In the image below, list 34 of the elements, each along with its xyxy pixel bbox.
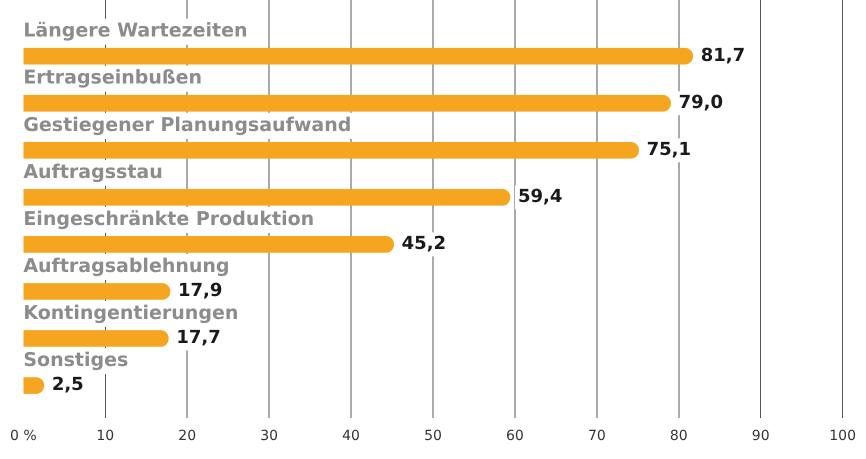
bar (24, 236, 394, 253)
data-label: 75,1 (646, 138, 692, 160)
data-label: 59,4 (518, 186, 562, 208)
x-tick-label: 100 (829, 428, 856, 444)
data-label: 79,0 (678, 92, 724, 113)
x-tick-label: 50 (424, 428, 442, 444)
bar (24, 330, 169, 347)
x-tick-label: 10 (96, 428, 114, 444)
data-label: 81,7 (700, 44, 746, 66)
data-label: 2,5 (52, 374, 84, 396)
y-tick-label: Ertragseinbußen (23, 66, 202, 89)
y-tick-label: Kontingentierungen (23, 302, 238, 324)
x-tick-label: 30 (260, 428, 278, 444)
x-tick-label: 40 (342, 428, 360, 444)
y-tick-label: Sonstiges (23, 349, 128, 371)
x-tick-label: 20 (178, 428, 196, 444)
bar (24, 283, 170, 300)
data-label: 17,7 (176, 327, 221, 348)
data-label: 45,2 (402, 233, 446, 254)
y-tick-label: Eingeschränkte Produktion (23, 208, 314, 230)
x-tick-label: 70 (588, 428, 606, 444)
x-tick-label: 60 (506, 428, 524, 444)
y-tick-label: Auftragsablehnung (23, 254, 230, 277)
y-tick-label: Gestiegener Planungsaufwand (23, 114, 352, 136)
x-tick-label: 80 (670, 428, 688, 444)
data-label: 17,9 (178, 280, 222, 302)
bar (24, 48, 694, 65)
bar (24, 189, 510, 206)
x-tick-label: 0 % (10, 428, 37, 444)
bar (24, 142, 639, 159)
y-tick-label: Auftragsstau (23, 160, 163, 183)
y-tick-label: Längere Wartezeiten (23, 20, 248, 42)
bar (24, 94, 671, 112)
x-tick-label: 90 (752, 428, 770, 444)
